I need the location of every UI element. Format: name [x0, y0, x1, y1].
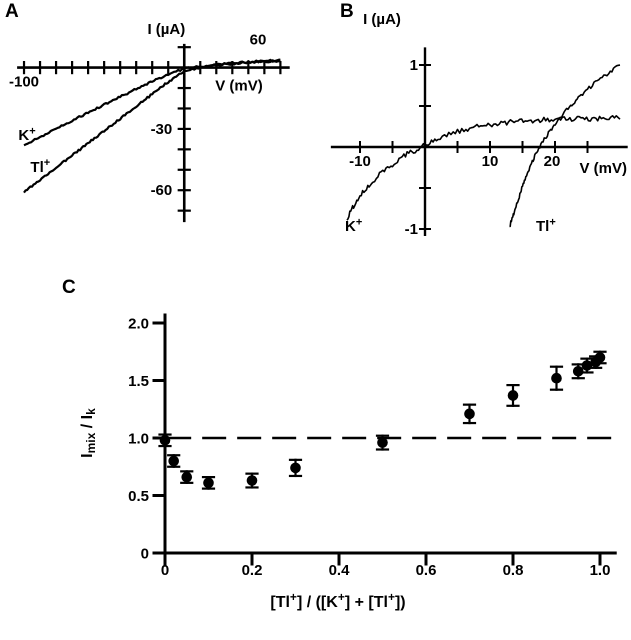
b-ytick-label-neg1: -1: [405, 221, 418, 238]
a-ytick-label-neg30: -30: [151, 121, 173, 138]
c-data-point: [377, 437, 388, 448]
c-xtick-label: 0.6: [416, 562, 437, 579]
a-y-axis-title: I (µA): [147, 21, 185, 38]
b-tl-trace: [509, 64, 621, 228]
a-ytick-label-neg60: -60: [151, 182, 173, 199]
a-tl-trace: [23, 58, 281, 194]
panel-b-chart: 1 -1 -10 10 20 I (µA) V (mV) K+ Tl+: [330, 11, 628, 238]
b-tl-series-label: Tl+: [536, 216, 556, 235]
c-data-point: [551, 372, 562, 384]
a-k-series-label: K+: [18, 125, 35, 144]
c-data-point: [507, 390, 519, 401]
c-y-axis-title: Imix / Ik: [79, 408, 98, 458]
b-ytick-label-1: 1: [410, 57, 418, 74]
c-data-point: [159, 435, 171, 446]
a-xtick-label-60: 60: [250, 32, 267, 49]
c-xtick-label: 0.4: [329, 562, 351, 579]
c-ytick-label: 0: [141, 546, 149, 563]
b-y-axis-title: I (µA): [363, 11, 401, 28]
c-xtick-label: 0: [161, 562, 169, 579]
c-xtick-label: 0.8: [503, 562, 524, 579]
c-ytick-label: 0.5: [128, 488, 149, 505]
b-x-axis-title: V (mV): [579, 160, 627, 177]
c-xtick-label: 1.0: [590, 562, 611, 579]
b-xtick-label-10: 10: [482, 153, 499, 170]
panel-b-label: B: [340, 1, 354, 22]
c-data-point: [246, 475, 258, 486]
a-tl-series-label: Tl+: [30, 157, 50, 176]
b-k-series-label: K+: [345, 216, 362, 235]
c-xtick-label: 0.2: [242, 562, 263, 579]
c-x-axis-title: [Tl+] / ([K+] + [Tl+]): [270, 590, 405, 611]
b-k-trace: [346, 115, 621, 221]
c-ytick-label: 1.0: [128, 431, 149, 448]
c-data-point: [168, 455, 179, 467]
c-data-point: [594, 352, 606, 363]
a-x-axis-title: V (mV): [215, 78, 263, 95]
c-data-point: [464, 408, 475, 420]
panel-a-chart: -100 60 -30 -60 I (µA) V (mV) K+ Tl+: [9, 21, 290, 223]
panel-a-label: A: [5, 1, 19, 22]
c-data-points: [158, 350, 607, 490]
b-xtick-label-neg10: -10: [349, 153, 371, 170]
panel-c-chart: 0 0.5 1.0 1.5 2.0 0 0.2 0.4 0.6 0.8 1.0 Imix / Ik [T…: [79, 313, 617, 611]
c-ytick-label: 2.0: [128, 316, 149, 333]
c-data-point: [290, 462, 301, 474]
panel-c-label: C: [62, 277, 76, 298]
c-data-point: [181, 471, 193, 483]
c-data-point: [203, 477, 214, 489]
a-xtick-label-neg100: -100: [9, 74, 39, 91]
c-ytick-label: 1.5: [128, 373, 149, 390]
c-data-point: [572, 366, 584, 377]
b-xtick-label-20: 20: [544, 153, 561, 170]
